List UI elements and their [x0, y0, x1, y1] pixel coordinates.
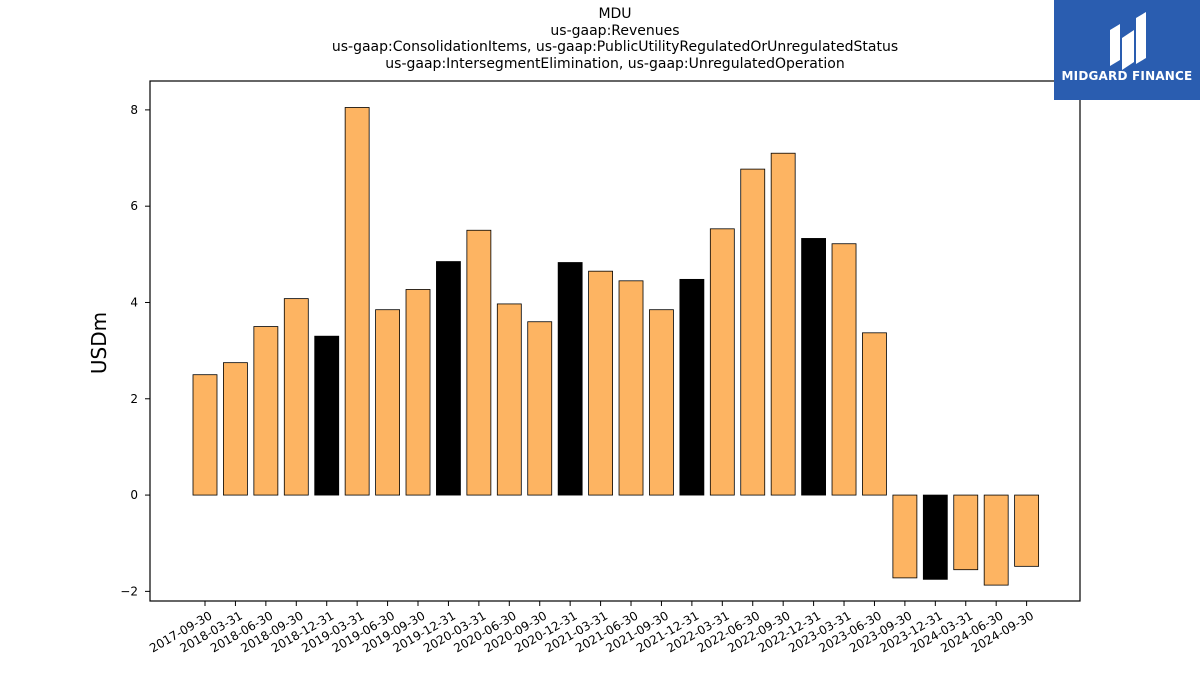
- bar-2022-03-31: [709, 228, 735, 496]
- y-tick-label: −2: [120, 584, 138, 598]
- bar-2023-09-30: [892, 494, 918, 579]
- y-tick-label: 6: [130, 199, 138, 213]
- chart-subtitle-axis: us-gaap:ConsolidationItems, us-gaap:Publ…: [331, 39, 899, 55]
- bar-2024-03-31: [953, 494, 979, 571]
- bar-2023-03-31: [831, 243, 857, 496]
- y-tick-label: 8: [130, 103, 138, 117]
- bar-2022-09-30: [770, 152, 796, 496]
- bar-2020-12-31: [557, 262, 583, 496]
- bar-2018-09-30: [283, 298, 309, 496]
- bar-2021-09-30: [649, 309, 674, 496]
- bar-2019-03-31: [344, 107, 370, 496]
- bar-2018-03-31: [223, 362, 248, 496]
- bar-2017-09-30: [192, 374, 218, 496]
- bar-2024-06-30: [983, 494, 1009, 586]
- bar-2019-09-30: [405, 289, 431, 496]
- bar-2023-06-30: [862, 332, 887, 496]
- bar-2018-12-31: [314, 335, 340, 496]
- bar-2019-06-30: [375, 309, 400, 496]
- brand-logo: MIDGARD FINANCE: [1054, 0, 1200, 100]
- bar-2023-12-31: [922, 494, 948, 580]
- plot-frame: [149, 80, 1081, 602]
- bar-2020-06-30: [496, 303, 522, 496]
- chart-subtitle-members: us-gaap:IntersegmentElimination, us-gaap…: [385, 55, 845, 72]
- bar-2022-12-31: [801, 238, 826, 496]
- chart-subtitle-metric: us-gaap:Revenues: [550, 22, 680, 39]
- chart-title-block: MDU us-gaap:Revenues us-gaap:Consolidati…: [150, 6, 1080, 72]
- bar-2021-12-31: [679, 278, 705, 496]
- y-tick-label: 2: [130, 392, 138, 406]
- bar-2021-03-31: [588, 270, 613, 496]
- bar-2021-06-30: [618, 280, 644, 496]
- y-tick-label: 4: [130, 295, 138, 309]
- bar-2022-06-30: [740, 168, 766, 496]
- bar-2020-03-31: [466, 229, 492, 496]
- y-tick-label: 0: [130, 488, 138, 502]
- bar-2020-09-30: [527, 321, 553, 496]
- bar-2024-09-30: [1014, 494, 1040, 567]
- chart-title: MDU: [598, 6, 632, 22]
- logo-text: MIDGARD FINANCE: [1061, 69, 1193, 83]
- bar-2018-06-30: [253, 326, 279, 496]
- y-axis-label: USDm: [87, 312, 111, 374]
- logo-mark-icon: [1110, 12, 1146, 70]
- bar-2019-12-31: [436, 261, 461, 496]
